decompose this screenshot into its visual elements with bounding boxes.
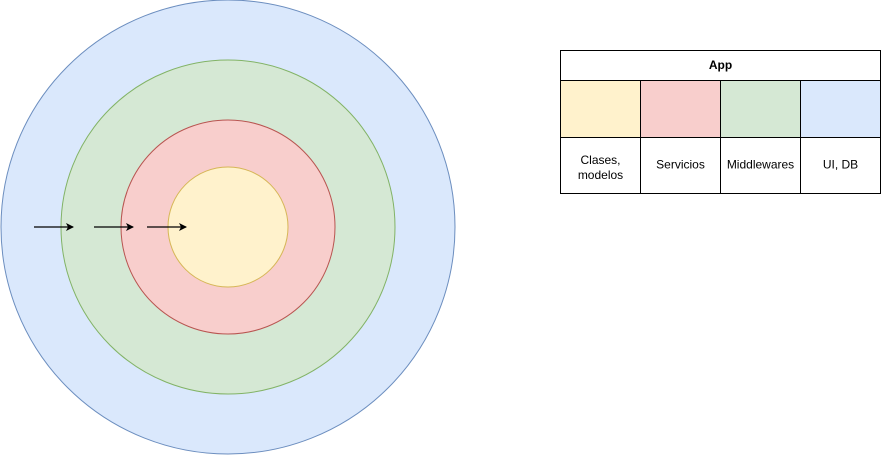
legend-title: App: [709, 58, 732, 72]
layer-rings: [0, 0, 456, 455]
legend-label-cell: [800, 137, 881, 194]
legend-label-clases-line2: modelos: [578, 168, 623, 182]
legend-swatch-row: [560, 80, 881, 138]
legend-label-clases-line1: Clases,: [580, 153, 620, 167]
legend-swatch-ui-db: [800, 80, 881, 138]
legend-swatch-middlewares: [720, 80, 801, 138]
legend-label-row: Clases, modelos Servicios Middlewares UI…: [560, 137, 881, 194]
legend-label-cell: [640, 137, 721, 194]
legend-label-cell: [720, 137, 801, 194]
legend-label-ui-db: UI, DB: [823, 158, 858, 172]
legend-swatch-clases-modelos: [560, 80, 641, 138]
legend-label-servicios: Servicios: [656, 158, 705, 172]
legend-table: App Clases, modelos Servicios Middleware…: [560, 50, 881, 194]
legend-label-middlewares: Middlewares: [727, 158, 794, 172]
legend-label-cell: [560, 137, 641, 194]
legend-swatch-servicios: [640, 80, 721, 138]
